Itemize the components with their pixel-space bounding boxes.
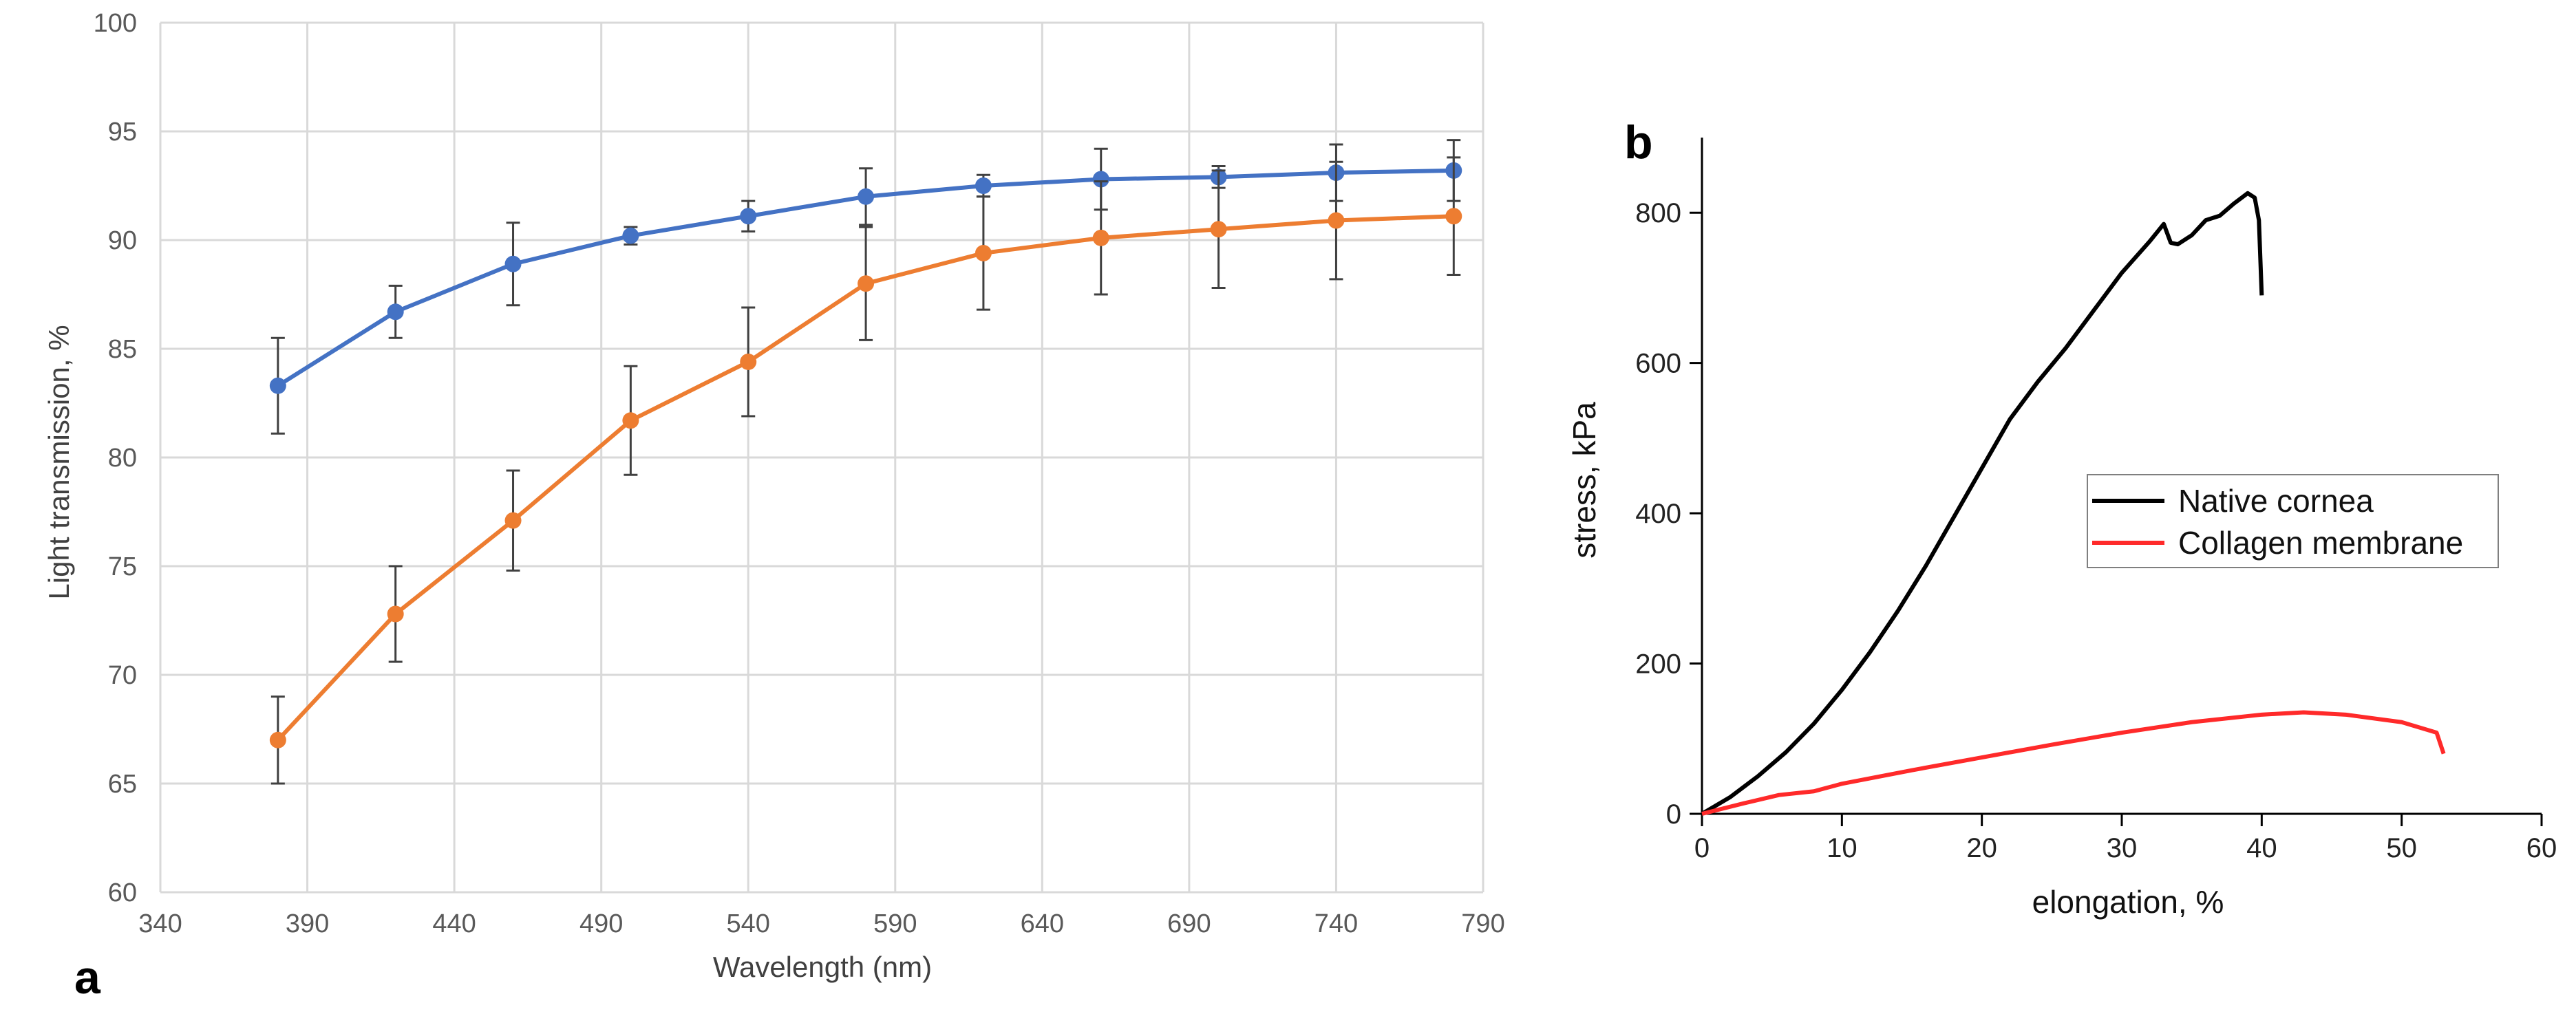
data-point: [858, 275, 875, 292]
data-point: [1092, 171, 1109, 188]
x-tick-label: 640: [1021, 909, 1064, 938]
data-point: [504, 512, 522, 529]
y-tick-label: 600: [1635, 349, 1681, 379]
data-point: [504, 255, 522, 272]
x-tick-label: 590: [873, 909, 917, 938]
panel-a-series-group: [269, 139, 1462, 785]
panel-a-label: a: [74, 951, 101, 1004]
y-tick-label: 200: [1635, 649, 1681, 680]
x-tick-label: 790: [1461, 909, 1504, 938]
x-tick-label: 340: [138, 909, 182, 938]
x-tick-label: 50: [2386, 833, 2417, 863]
panel-b-y-tick-labels: 0 200 400 600 800: [1635, 198, 1681, 830]
data-point: [1445, 208, 1462, 225]
x-tick-label: 20: [1966, 833, 1997, 863]
panel-b-y-axis-title: stress, kPa: [1566, 402, 1602, 559]
y-tick-label: 800: [1635, 198, 1681, 228]
panel-a-x-axis-title: Wavelength (nm): [713, 951, 932, 983]
data-point: [387, 303, 404, 321]
panel-a-y-tick-labels: 60 65 70 75 80 85 90 95 100: [94, 9, 137, 907]
panel-b-series-group: [1701, 191, 2446, 816]
panel-b-legend: Native cornea Collagen membrane: [2087, 474, 2499, 568]
chart-panel-a: 60 65 70 75 80 85 90 95 100 340 390 440 490 540 590 64…: [43, 9, 1505, 1004]
legend-label-native-cornea: Native cornea: [2178, 483, 2374, 519]
y-tick-label: 65: [108, 770, 137, 799]
y-tick-label: 85: [108, 335, 137, 364]
panel-b-x-tick-labels: 0 10 20 30 40 50 60: [1694, 833, 2557, 863]
y-tick-label: 70: [108, 661, 137, 690]
x-tick-label: 540: [727, 909, 770, 938]
y-tick-label: 60: [108, 878, 137, 907]
x-tick-label: 440: [432, 909, 476, 938]
data-point: [858, 188, 875, 205]
x-tick-label: 10: [1827, 833, 1858, 863]
y-tick-label: 0: [1666, 799, 1681, 830]
y-tick-label: 95: [108, 118, 137, 147]
series-2: [269, 156, 1462, 785]
x-tick-label: 740: [1314, 909, 1358, 938]
y-tick-label: 400: [1635, 499, 1681, 529]
data-point: [622, 412, 639, 429]
x-tick-label: 60: [2526, 833, 2557, 863]
x-tick-label: 390: [286, 909, 329, 938]
y-tick-label: 80: [108, 444, 137, 473]
chart-panel-b: 0 200 400 600 800 0 10 20 30 40 50 60 elongation, …: [1566, 116, 2557, 920]
legend-label-collagen-membrane: Collagen membrane: [2178, 525, 2463, 561]
panel-a-y-axis-title: Light transmission, %: [43, 325, 75, 599]
series-line-native-cornea: [1701, 191, 2264, 816]
y-tick-label: 100: [94, 9, 137, 38]
panel-a-gridlines: [159, 21, 1484, 894]
data-point: [1328, 212, 1345, 229]
panel-b-label: b: [1624, 116, 1653, 169]
data-point: [740, 353, 757, 370]
data-point: [269, 731, 286, 748]
panel-b-axes: [1690, 138, 2543, 826]
data-point: [387, 605, 404, 623]
data-point: [1210, 221, 1227, 238]
x-tick-label: 40: [2246, 833, 2277, 863]
data-point: [622, 227, 639, 244]
y-tick-label: 90: [108, 226, 137, 255]
x-tick-label: 490: [579, 909, 623, 938]
data-point: [975, 177, 992, 194]
series-line-collagen-membrane: [1701, 710, 2446, 816]
data-point: [740, 208, 757, 225]
data-point: [1092, 229, 1109, 246]
panel-b-x-axis-title: elongation, %: [2032, 884, 2224, 920]
panel-a-x-tick-labels: 340 390 440 490 540 590 640 690 740 790: [138, 909, 1504, 938]
data-point: [269, 377, 286, 394]
x-tick-label: 30: [2107, 833, 2138, 863]
x-tick-label: 0: [1694, 833, 1710, 863]
x-tick-label: 690: [1167, 909, 1211, 938]
data-point: [975, 244, 992, 261]
y-tick-label: 75: [108, 552, 137, 581]
legend-box: [2087, 474, 2499, 568]
